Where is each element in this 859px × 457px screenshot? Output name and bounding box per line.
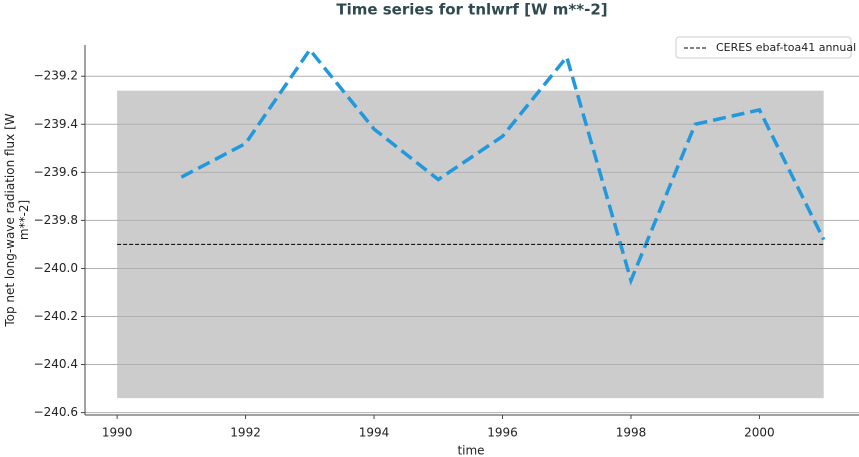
legend-label: CERES ebaf-toa41 annual [716,41,856,54]
x-tick-label: 2000 [744,426,775,440]
x-tick-label: 1992 [230,426,261,440]
series-line [180,46,826,286]
y-axis-label: Top net long-wave radiation flux [W m**-… [3,113,31,327]
x-tick-label: 1994 [359,426,390,440]
y-tick-label: −240.2 [34,309,78,323]
x-tick-label: 1996 [487,426,518,440]
legend-box [675,36,852,59]
y-tick-label: −239.4 [34,117,78,131]
y-tick-label: −240.6 [34,405,78,419]
chart-title: Time series for tnlwrf [W m**-2] [336,1,607,19]
y-tick-label: −240.0 [34,261,78,275]
y-tick-label: −239.8 [34,213,78,227]
legend: CERES ebaf-toa41 annual [675,36,856,59]
y-tick-label: −240.4 [34,357,78,371]
x-axis-label: time [457,444,484,457]
y-tick-label: −239.6 [34,165,78,179]
y-tick-label: −239.2 [34,69,78,83]
x-tick-label: 1990 [102,426,133,440]
x-tick-label: 1998 [616,426,647,440]
